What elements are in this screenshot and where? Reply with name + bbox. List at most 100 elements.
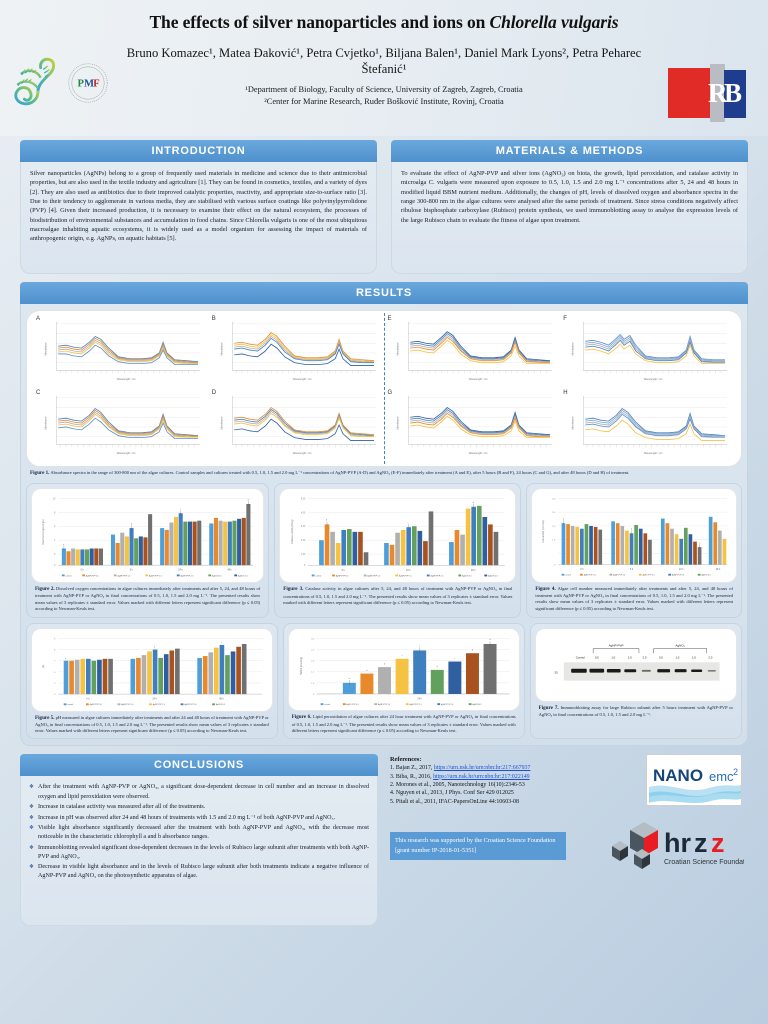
svg-text:AgNP-PVP 1.0: AgNP-PVP 1.0 (117, 575, 130, 578)
svg-text:0: 0 (313, 693, 315, 695)
svg-text:0: 0 (304, 565, 306, 567)
svg-text:P: P (78, 79, 85, 90)
svg-text:TBARS (nmol/mg): TBARS (nmol/mg) (300, 656, 303, 674)
svg-text:8: 8 (54, 512, 56, 514)
svg-text:AgNO3 1.0: AgNO3 1.0 (488, 575, 498, 578)
figure3-bar-chart: 5.00 4.00 3.00 2.00 1.00 0 Catalase activit… (291, 498, 505, 578)
svg-text:c: c (180, 509, 181, 511)
ref-text: Pitali et al., 2011, IFAC-PapersOnLine 4… (395, 798, 519, 805)
spectrum-panel-D: D (209, 389, 384, 462)
figure7-caption-label: Figure 7. (538, 704, 559, 711)
figure2-bar-chart: 10 8 6 4 2 0 Dissolved oxygen (mg/L) (43, 498, 253, 578)
svg-text:c: c (454, 657, 455, 659)
figure4-caption-text: Algae cell number measured immediately a… (535, 585, 733, 611)
ref-number: 3. (390, 773, 395, 780)
svg-text:0 h: 0 h (81, 570, 85, 572)
figure2-chart-card: 10 8 6 4 2 0 Dissolved oxygen (mg/L) (31, 488, 265, 584)
ref-number: 2. (390, 782, 395, 789)
ref-link[interactable]: https://urn.nsk.hr/urn:nbn:hr:217:022149 (433, 773, 530, 780)
svg-text:AgNP-PVP 1.5: AgNP-PVP 1.5 (643, 574, 655, 577)
axis-label-x: Wavelength / nm (644, 452, 663, 455)
svg-text:a: a (65, 657, 67, 659)
svg-text:6: 6 (54, 671, 56, 673)
svg-text:0: 0 (54, 694, 56, 696)
svg-text:c: c (408, 523, 409, 525)
svg-text:control: control (324, 703, 330, 706)
svg-text:b: b (631, 529, 632, 531)
axis-label-x: Wavelength / nm (293, 452, 312, 455)
spectrum-panel-G: G (385, 389, 560, 462)
list-item: Visible light absorbance significantly d… (29, 824, 369, 842)
figure7-box: AgNP-PVP AgNO₃ Control 0.5 1.0 1.5 2.0 0.5 1… (529, 622, 742, 740)
list-item: 1. Bajan Z., 2017, https://urn.nsk.hr/ur… (390, 764, 748, 772)
svg-text:24 h: 24 h (679, 569, 684, 571)
figure2-caption: Figure 2. Dissolved oxygen concentration… (31, 583, 264, 613)
axis-label-x: Wavelength / nm (293, 378, 312, 381)
svg-text:b: b (366, 669, 367, 671)
funding-acknowledgement: This research was supported by the Croat… (390, 832, 566, 861)
axis-label-y: Absorbance (45, 342, 48, 356)
bottom-sections: CONCLUSIONS After the treatment with AgN… (0, 746, 768, 927)
svg-text:1.5: 1.5 (627, 655, 631, 659)
spectrum-panel-C: C (33, 389, 208, 462)
ruder-boskovic-institute-logo: R B (668, 64, 746, 122)
spectrum-chart-C: Wavelength / nm Absorbance (45, 395, 200, 455)
blot-group-2-label: AgNO₃ (675, 643, 685, 647)
introduction-heading: INTRODUCTION (20, 140, 377, 162)
ref-text: Bajan Z., 2017, (395, 765, 434, 772)
panel-letter: D (211, 390, 217, 396)
faculty-spiral-icon (14, 57, 56, 106)
title-main: The effects of silver nanoparticles and … (149, 12, 490, 32)
panel-letter: H (563, 390, 568, 396)
figure6-box: 3.0 2.5 2.0 1.5 1.0 0 TBARS (nmol/mg) (282, 622, 525, 740)
spectrum-panel-H: H (560, 389, 735, 462)
svg-text:AgNP-PVP 2.0: AgNP-PVP 2.0 (181, 575, 194, 578)
svg-text:AgNO3 1.0: AgNO3 1.0 (238, 575, 248, 578)
spectrum-chart-F: Wavelength / nm Absorbance (572, 321, 728, 381)
poster-header: P M F The effects of silver nanoparticle… (0, 0, 768, 136)
ref-number: 5. (390, 798, 395, 805)
hrzz-croatian-science-foundation-logo: hr z z Croatian Science Foundation (612, 822, 744, 870)
svg-text:d: d (489, 639, 490, 641)
svg-text:0.5: 0.5 (659, 655, 663, 659)
svg-text:AgNO3 0.5: AgNO3 0.5 (472, 703, 481, 706)
spectrum-chart-B: Wavelength / nm Absorbance (220, 321, 376, 381)
affiliation-1: ¹Department of Biology, Faculty of Scien… (245, 85, 523, 95)
svg-text:Control: Control (575, 655, 584, 659)
materials-methods-section: MATERIALS & METHODS To evaluate the effe… (391, 140, 748, 274)
svg-text:1.5: 1.5 (311, 671, 315, 673)
figure1-caption: Figure 1. Absorbance spectra in the rang… (26, 467, 742, 478)
figure1-panel-grid: A (33, 315, 735, 462)
panel-letter: E (387, 316, 392, 322)
svg-text:2: 2 (733, 767, 738, 777)
svg-text:a: a (348, 678, 350, 680)
spectrum-panel-F: F (560, 315, 735, 388)
ref-link[interactable]: https://urn.nsk.hr/urn:nbn:hr:217:667937 (433, 765, 531, 772)
svg-text:AgNP-PVP 0.5: AgNP-PVP 0.5 (336, 575, 349, 578)
panel-letter: A (36, 316, 41, 322)
svg-text:48 h: 48 h (219, 698, 224, 700)
panel-letter: G (387, 390, 393, 396)
svg-text:c: c (419, 645, 420, 647)
figure6-caption-label: Figure 6. (291, 714, 312, 721)
svg-text:b: b (436, 666, 437, 668)
svg-text:Dissolved oxygen (mg/L): Dissolved oxygen (mg/L) (43, 519, 45, 545)
list-item: 4. Nguyen et al., 2013, J Phys. Conf Ser… (390, 789, 748, 797)
figure4-box: 4.0 3.0 2.0 1.0 0 Cell number (x10⁶/mL) (526, 483, 742, 618)
spectrum-panel-A: A (33, 315, 208, 388)
svg-text:AgNP-PVP 1.0: AgNP-PVP 1.0 (378, 703, 390, 706)
author-list: Bruno Komazec¹, Matea Đaković¹, Petra Cv… (126, 46, 642, 77)
svg-text:control: control (66, 575, 72, 578)
list-item: 2. Morones et al., 2005, Nanotechnology … (390, 781, 748, 789)
list-item: Increase in catalase activity was measur… (29, 803, 369, 812)
svg-text:48 h: 48 h (227, 570, 232, 572)
axis-label-y: Absorbance (572, 342, 575, 356)
svg-text:AgNO3 0.5: AgNO3 0.5 (216, 703, 225, 706)
svg-text:24 h: 24 h (417, 698, 422, 700)
svg-text:b: b (326, 520, 327, 522)
results-heading: RESULTS (20, 282, 748, 304)
affiliation-2: ²Center for Marine Research, Ruđer Boško… (264, 96, 504, 106)
svg-text:c: c (699, 543, 700, 545)
svg-text:0: 0 (554, 565, 556, 567)
svg-text:2.5: 2.5 (311, 649, 315, 651)
